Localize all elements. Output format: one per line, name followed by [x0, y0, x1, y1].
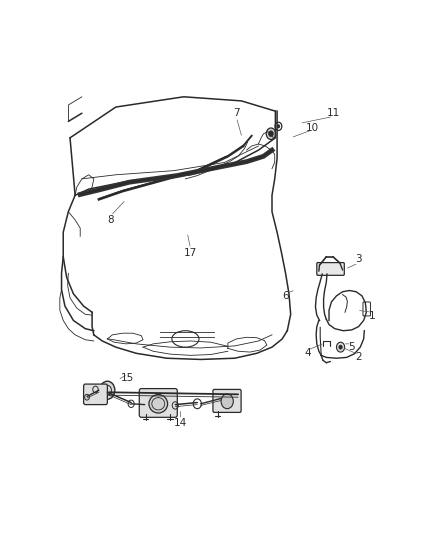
- Text: 4: 4: [304, 348, 311, 358]
- Text: 2: 2: [355, 352, 362, 362]
- Circle shape: [268, 131, 273, 136]
- Circle shape: [100, 381, 115, 399]
- FancyBboxPatch shape: [84, 384, 107, 405]
- FancyBboxPatch shape: [213, 390, 241, 413]
- FancyBboxPatch shape: [139, 389, 177, 417]
- Ellipse shape: [149, 394, 168, 413]
- Text: 10: 10: [306, 123, 319, 133]
- FancyBboxPatch shape: [317, 263, 344, 276]
- Circle shape: [221, 394, 233, 409]
- Text: 6: 6: [282, 291, 289, 301]
- Text: 15: 15: [121, 373, 134, 383]
- Circle shape: [339, 345, 342, 349]
- Text: 11: 11: [326, 108, 340, 118]
- Text: 17: 17: [184, 248, 197, 258]
- Circle shape: [277, 125, 280, 128]
- Text: 3: 3: [355, 254, 362, 264]
- Text: 7: 7: [233, 108, 240, 118]
- Text: 5: 5: [349, 342, 355, 352]
- Circle shape: [336, 342, 345, 352]
- Circle shape: [266, 128, 276, 140]
- Text: 8: 8: [107, 215, 114, 225]
- Text: 14: 14: [174, 418, 187, 428]
- Text: 1: 1: [369, 311, 375, 321]
